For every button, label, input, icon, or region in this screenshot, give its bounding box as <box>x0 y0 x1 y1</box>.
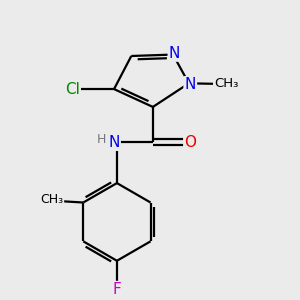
Text: CH₃: CH₃ <box>214 77 238 90</box>
Text: CH₃: CH₃ <box>40 193 63 206</box>
Text: H: H <box>96 133 106 146</box>
Text: Cl: Cl <box>65 82 80 97</box>
Text: F: F <box>112 282 121 297</box>
Text: N: N <box>108 135 120 150</box>
Text: N: N <box>184 77 196 92</box>
Text: N: N <box>169 46 180 61</box>
Text: O: O <box>184 135 196 150</box>
